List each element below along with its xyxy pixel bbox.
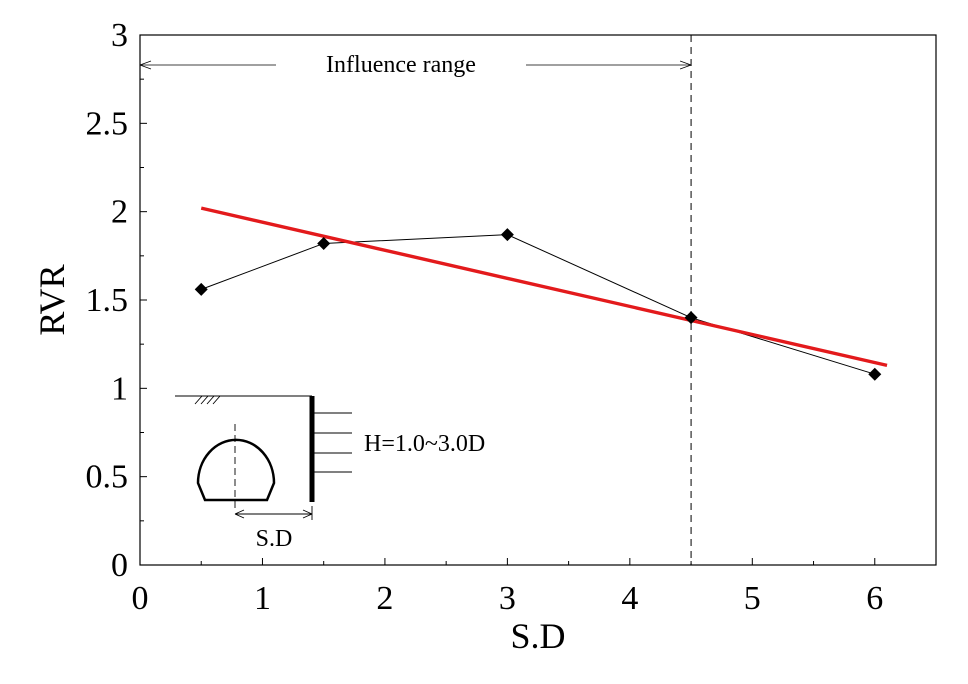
y-tick-label: 1.5 — [86, 282, 129, 319]
x-tick-label: 5 — [744, 580, 761, 617]
y-tick-label: 0.5 — [86, 459, 129, 496]
x-tick-label: 3 — [499, 580, 516, 617]
measured-series-line — [201, 234, 875, 375]
y-axis-title: RVR — [32, 264, 72, 335]
x-tick-label: 6 — [866, 580, 883, 617]
x-tick-label: 1 — [254, 580, 271, 617]
influence-arrowhead-right — [679, 60, 692, 70]
x-tick-label: 0 — [132, 580, 149, 617]
y-axis: 0 0.5 1 1.5 2 2.5 3 — [86, 17, 147, 584]
tunnel-schematic: H=1.0~3.0D S.D — [175, 395, 485, 552]
wall-height-label: H=1.0~3.0D — [364, 431, 485, 457]
influence-arrowhead-left — [139, 60, 152, 70]
ground-hatch-icon — [194, 395, 221, 405]
x-tick-label: 2 — [376, 580, 393, 617]
x-axis: 0 1 2 3 4 5 6 — [132, 558, 883, 617]
offset-label: S.D — [256, 526, 293, 552]
y-tick-label: 2.5 — [86, 105, 129, 142]
series-layer — [194, 206, 888, 381]
y-tick-label: 2 — [111, 194, 128, 231]
x-tick-label: 4 — [621, 580, 638, 617]
data-point — [194, 282, 208, 296]
data-point — [868, 367, 882, 381]
data-point — [500, 228, 514, 242]
data-point — [684, 311, 698, 325]
influence-range-label: Influence range — [326, 52, 476, 78]
tunnel-section-icon — [196, 438, 276, 502]
x-axis-title: S.D — [510, 616, 565, 656]
influence-range-annotation: Influence range — [139, 52, 692, 78]
y-tick-label: 0 — [111, 547, 128, 584]
y-tick-label: 1 — [111, 370, 128, 407]
offset-dimension-line — [234, 506, 313, 520]
trend-series-line — [200, 206, 888, 368]
y-tick-label: 3 — [111, 17, 128, 54]
data-point — [317, 236, 331, 250]
wall-height-marks — [312, 412, 352, 473]
plot-frame — [139, 34, 937, 566]
